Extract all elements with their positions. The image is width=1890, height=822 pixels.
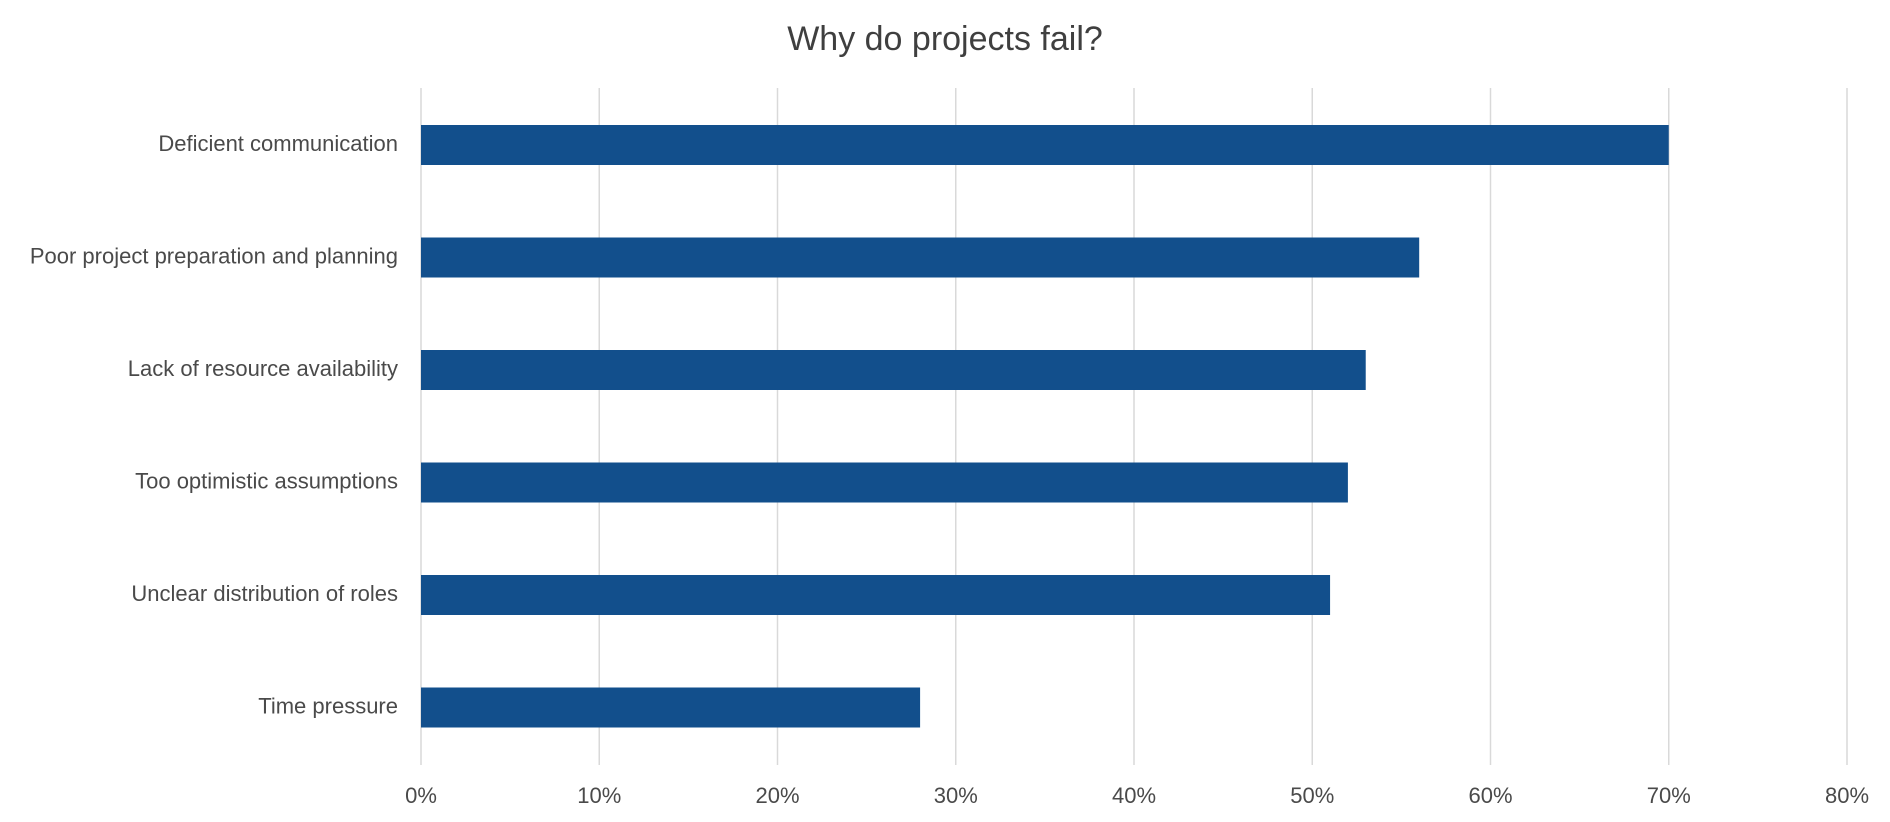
bar: [421, 687, 921, 728]
bar: [421, 237, 1420, 278]
gridlines: [420, 88, 1848, 765]
x-tick-label: 50%: [1290, 783, 1334, 808]
bar: [421, 462, 1348, 503]
bar: [421, 575, 1331, 615]
category-label: Poor project preparation and planning: [30, 243, 398, 268]
x-tick-label: 30%: [934, 783, 978, 808]
x-tick-label: 0%: [405, 783, 437, 808]
x-tick-label: 10%: [577, 783, 621, 808]
chart-title: Why do projects fail?: [787, 20, 1103, 58]
category-label: Unclear distribution of roles: [131, 581, 398, 606]
x-tick-label: 60%: [1468, 783, 1512, 808]
x-tick-label: 80%: [1825, 783, 1869, 808]
category-label: Deficient communication: [158, 131, 398, 156]
bars: [421, 125, 1669, 728]
x-tick-label: 70%: [1647, 783, 1691, 808]
category-label: Lack of resource availability: [128, 356, 398, 381]
x-tick-label: 40%: [1112, 783, 1156, 808]
category-label: Time pressure: [258, 693, 398, 718]
x-tick-label: 20%: [755, 783, 799, 808]
category-label: Too optimistic assumptions: [135, 468, 398, 493]
x-axis-tick-labels: 0% 10% 20% 30% 40% 50% 60% 70% 80%: [405, 783, 1869, 808]
category-labels: Deficient communication Poor project prep…: [30, 131, 398, 719]
bar: [421, 125, 1669, 165]
bar: [421, 350, 1366, 390]
